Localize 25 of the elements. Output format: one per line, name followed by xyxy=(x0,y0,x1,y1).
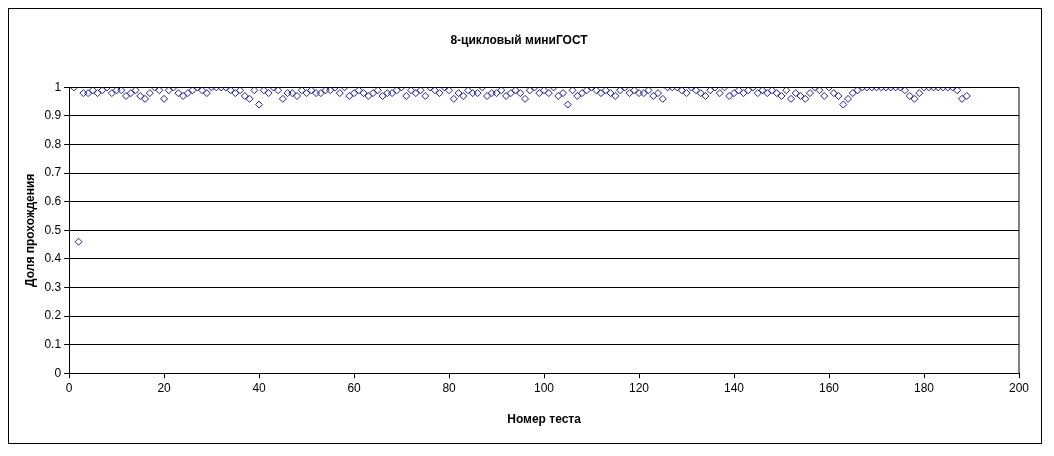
x-tick-label: 140 xyxy=(724,380,745,395)
y-tick-label: 0.5 xyxy=(44,222,62,237)
y-tick-label: 0.8 xyxy=(44,136,62,151)
chart-title: 8-цикловый миниГОСТ xyxy=(450,32,589,47)
y-tick-label: 0.6 xyxy=(44,194,62,209)
y-tick-label: 0.4 xyxy=(44,251,62,266)
x-tick-label: 100 xyxy=(534,380,555,395)
x-axis-title: Номер теста xyxy=(507,412,582,427)
y-tick-label: 0.2 xyxy=(44,308,62,323)
x-tick-label: 60 xyxy=(347,380,362,395)
x-tick-label: 160 xyxy=(819,380,840,395)
x-tick-label: 120 xyxy=(629,380,650,395)
y-tick-label: 0.7 xyxy=(44,165,62,180)
y-tick-label: 1 xyxy=(54,79,62,94)
x-tick-label: 200 xyxy=(1008,380,1030,395)
x-tick-label: 40 xyxy=(252,380,267,395)
x-tick-label: 180 xyxy=(913,380,935,395)
y-tick-label: 0.9 xyxy=(44,108,62,123)
y-axis-title: Доля прохождения xyxy=(22,173,37,287)
y-tick-label: 0.1 xyxy=(44,336,62,351)
x-tick-label: 0 xyxy=(65,380,73,395)
y-tick-label: 0.3 xyxy=(44,279,62,294)
y-tick-label: 0 xyxy=(54,365,62,380)
x-tick-label: 80 xyxy=(442,380,457,395)
x-tick-label: 20 xyxy=(157,380,172,395)
